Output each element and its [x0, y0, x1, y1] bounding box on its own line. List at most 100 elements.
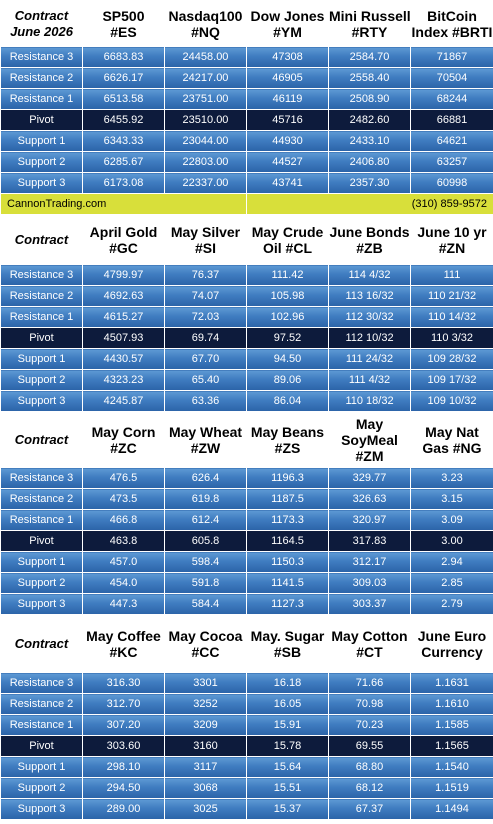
- level-row: Support 3 4245.87 63.36 86.04 110 18/32 109 1…: [0, 390, 493, 412]
- level-value: 67.70: [164, 348, 247, 370]
- level-value: 329.77: [328, 467, 411, 489]
- level-label: Pivot: [0, 530, 83, 552]
- level-label: Support 1: [0, 130, 83, 152]
- level-value: 1187.5: [246, 488, 329, 510]
- level-label: Support 3: [0, 390, 83, 412]
- level-value: 68244: [410, 88, 493, 110]
- level-value: 2482.60: [328, 109, 411, 131]
- level-value: 3.00: [410, 530, 493, 552]
- level-value: 317.83: [328, 530, 411, 552]
- level-row: Support 2 4323.23 65.40 89.06 111 4/32 109 17…: [0, 369, 493, 391]
- pivot-row: Pivot 463.8 605.8 1164.5 317.83 3.00: [0, 530, 493, 552]
- level-value: 46905: [246, 67, 329, 89]
- section-header-row: Contract June 2026 SP500 #ES Nasdaq100 #NQ Dow…: [0, 0, 493, 47]
- level-value: 16.18: [246, 672, 329, 694]
- section-header-row: Contract April Gold #GC May Silver #SI May Cr…: [0, 214, 493, 265]
- level-value: 3.23: [410, 467, 493, 489]
- level-value: 64621: [410, 130, 493, 152]
- level-value: 4615.27: [82, 306, 165, 328]
- level-row: Resistance 3 476.5 626.4 1196.3 329.77 3.23: [0, 467, 493, 489]
- level-value: 476.5: [82, 467, 165, 489]
- instrument-header: May Nat Gas #NG: [410, 411, 493, 468]
- level-row: Resistance 3 316.30 3301 16.18 71.66 1.1631: [0, 672, 493, 694]
- level-value: 1173.3: [246, 509, 329, 531]
- instrument-header: May Cotton #CT: [328, 614, 411, 673]
- instrument-header: Mini Russell #RTY: [328, 0, 411, 47]
- level-value: 1.1610: [410, 693, 493, 715]
- level-value: 110 3/32: [410, 327, 493, 349]
- level-label: Resistance 3: [0, 264, 83, 286]
- level-value: 70504: [410, 67, 493, 89]
- instrument-header: May Wheat #ZW: [164, 411, 247, 468]
- level-value: 3209: [164, 714, 247, 736]
- level-label: Resistance 2: [0, 285, 83, 307]
- level-value: 43741: [246, 172, 329, 194]
- level-label: Resistance 1: [0, 306, 83, 328]
- level-value: 2508.90: [328, 88, 411, 110]
- level-value: 113 16/32: [328, 285, 411, 307]
- level-value: 3252: [164, 693, 247, 715]
- level-value: 1.1631: [410, 672, 493, 694]
- level-value: 1.1585: [410, 714, 493, 736]
- instrument-header: May. Sugar #SB: [246, 614, 329, 673]
- level-value: 76.37: [164, 264, 247, 286]
- level-label: Resistance 2: [0, 67, 83, 89]
- level-value: 86.04: [246, 390, 329, 412]
- level-value: 4799.97: [82, 264, 165, 286]
- level-value: 6285.67: [82, 151, 165, 173]
- level-value: 69.55: [328, 735, 411, 757]
- level-value: 24458.00: [164, 46, 247, 68]
- level-value: 70.98: [328, 693, 411, 715]
- contract-header: Contract: [0, 411, 83, 468]
- instrument-header: Dow Jones #YM: [246, 0, 329, 47]
- level-value: 320.97: [328, 509, 411, 531]
- level-row: Resistance 3 4799.97 76.37 111.42 114 4/32 11…: [0, 264, 493, 286]
- level-value: 309.03: [328, 572, 411, 594]
- level-label: Support 2: [0, 369, 83, 391]
- level-row: Resistance 3 6683.83 24458.00 47308 2584.70 7…: [0, 46, 493, 68]
- level-value: 67.37: [328, 798, 411, 820]
- level-row: Support 3 6173.08 22337.00 43741 2357.30 6099…: [0, 172, 493, 194]
- level-value: 16.05: [246, 693, 329, 715]
- level-value: 72.03: [164, 306, 247, 328]
- level-label: Resistance 2: [0, 488, 83, 510]
- level-value: 3301: [164, 672, 247, 694]
- pivot-row: Pivot 6455.92 23510.00 45716 2482.60 66881: [0, 109, 493, 131]
- level-value: 22337.00: [164, 172, 247, 194]
- level-value: 110 14/32: [410, 306, 493, 328]
- level-value: 23751.00: [164, 88, 247, 110]
- level-row: Resistance 1 307.20 3209 15.91 70.23 1.1585: [0, 714, 493, 736]
- instrument-header: May Corn #ZC: [82, 411, 165, 468]
- level-value: 15.37: [246, 798, 329, 820]
- level-value: 2406.80: [328, 151, 411, 173]
- level-row: Resistance 1 4615.27 72.03 102.96 112 30/32 1…: [0, 306, 493, 328]
- instrument-header: SP500 #ES: [82, 0, 165, 47]
- level-value: 22803.00: [164, 151, 247, 173]
- level-value: 71867: [410, 46, 493, 68]
- level-value: 4507.93: [82, 327, 165, 349]
- level-value: 316.30: [82, 672, 165, 694]
- level-value: 112 10/32: [328, 327, 411, 349]
- level-label: Support 2: [0, 151, 83, 173]
- instrument-header: June 10 yr #ZN: [410, 214, 493, 265]
- level-value: 612.4: [164, 509, 247, 531]
- level-row: Support 3 447.3 584.4 1127.3 303.37 2.79: [0, 593, 493, 615]
- level-value: 294.50: [82, 777, 165, 799]
- level-value: 102.96: [246, 306, 329, 328]
- level-value: 114 4/32: [328, 264, 411, 286]
- level-value: 60998: [410, 172, 493, 194]
- level-value: 68.12: [328, 777, 411, 799]
- level-value: 3.15: [410, 488, 493, 510]
- level-label: Pivot: [0, 109, 83, 131]
- website-link[interactable]: CannonTrading.com: [0, 193, 247, 215]
- level-value: 15.78: [246, 735, 329, 757]
- instrument-header: May Coffee #KC: [82, 614, 165, 673]
- instrument-header: June Bonds #ZB: [328, 214, 411, 265]
- level-value: 4692.63: [82, 285, 165, 307]
- level-label: Resistance 1: [0, 88, 83, 110]
- level-label: Resistance 3: [0, 467, 83, 489]
- level-row: Support 1 4430.57 67.70 94.50 111 24/32 109 2…: [0, 348, 493, 370]
- level-label: Support 2: [0, 777, 83, 799]
- level-row: Resistance 1 466.8 612.4 1173.3 320.97 3.09: [0, 509, 493, 531]
